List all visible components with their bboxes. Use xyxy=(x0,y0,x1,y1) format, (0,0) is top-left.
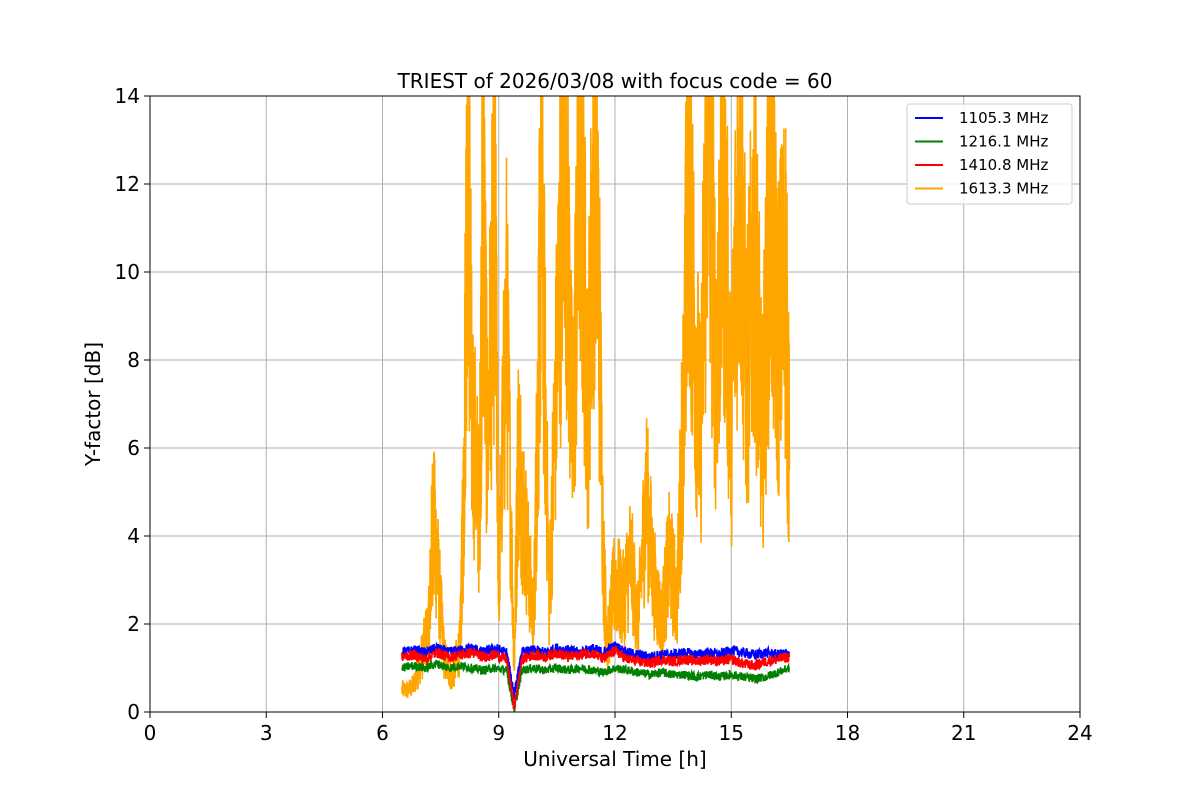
y-tick-label: 12 xyxy=(115,172,140,196)
legend-label: 1105.3 MHz xyxy=(959,109,1048,127)
x-tick-label: 24 xyxy=(1067,721,1092,745)
y-tick-label: 6 xyxy=(127,436,140,460)
x-tick-label: 15 xyxy=(719,721,744,745)
y-tick-label: 2 xyxy=(127,612,140,636)
x-tick-label: 12 xyxy=(602,721,627,745)
legend: 1105.3 MHz 1216.1 MHz 1410.8 MHz 1613.3 MHz xyxy=(906,103,1073,205)
plot-area xyxy=(401,96,791,712)
x-tick-label: 3 xyxy=(260,721,273,745)
legend-label: 1216.1 MHz xyxy=(959,133,1048,151)
x-tick-label: 21 xyxy=(951,721,976,745)
series-line-1 xyxy=(401,659,790,712)
y-tick-label: 0 xyxy=(127,700,140,724)
y-tick-label: 4 xyxy=(127,524,140,548)
legend-box xyxy=(906,103,1073,205)
x-tick-label: 9 xyxy=(492,721,505,745)
y-tick-label: 8 xyxy=(127,348,140,372)
x-tick-label: 18 xyxy=(835,721,860,745)
x-axis-label: Universal Time [h] xyxy=(523,747,706,771)
x-tick-label: 6 xyxy=(376,721,389,745)
legend-label: 1410.8 MHz xyxy=(959,156,1048,174)
y-tick-label: 10 xyxy=(115,260,140,284)
legend-label: 1613.3 MHz xyxy=(959,180,1048,198)
y-axis-label: Y-factor [dB] xyxy=(81,342,105,467)
series-line-2 xyxy=(401,646,791,710)
y-tick-label: 14 xyxy=(115,84,140,108)
x-tick-label: 0 xyxy=(144,721,157,745)
chart-title: TRIEST of 2026/03/08 with focus code = 6… xyxy=(397,69,833,93)
series-line-3 xyxy=(401,96,791,699)
